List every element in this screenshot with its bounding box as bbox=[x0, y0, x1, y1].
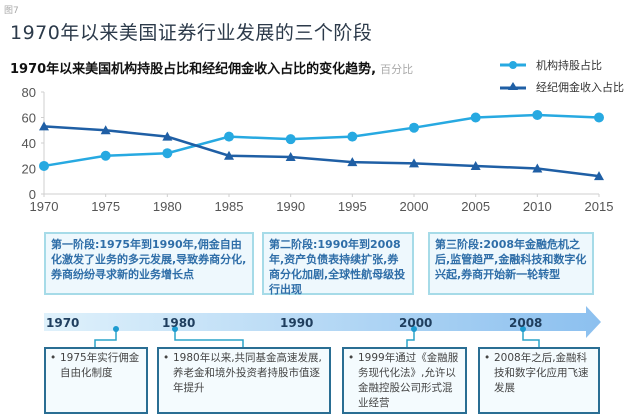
svg-text:20: 20 bbox=[22, 162, 36, 177]
timeline-year-2008: 2008 bbox=[509, 316, 543, 330]
legend-label: 经纪佣金收入占比 bbox=[536, 81, 624, 94]
timeline-year-1970: 1970 bbox=[46, 316, 80, 330]
chart-axes: 0 20 40 60 80 1970 1975 1980 1985 1990 1995 2000 200… bbox=[22, 85, 614, 214]
stage-box-2: 第二阶段:1990年到2008年,资产负债表持续扩张,券商分化加剧,全球性航母级… bbox=[262, 232, 414, 296]
svg-text:1985: 1985 bbox=[215, 199, 244, 214]
legend-label: 机构持股占比 bbox=[536, 59, 602, 72]
event-box-2008: 2008年之后,金融科技和数字化应用飞速发展 bbox=[478, 347, 600, 414]
svg-text:40: 40 bbox=[22, 136, 36, 151]
chart-subtitle: 1970年以来美国机构持股占比和经纪佣金收入占比的变化趋势, 百分比 bbox=[10, 58, 413, 77]
chart-subtitle-text: 1970年以来美国机构持股占比和经纪佣金收入占比的变化趋势, bbox=[10, 62, 377, 77]
svg-text:2010: 2010 bbox=[523, 199, 552, 214]
circle-marker-icon bbox=[500, 61, 526, 69]
stage-box-1: 第一阶段:1975年到1990年,佣金自由化激发了业务的多元发展,导致券商分化,… bbox=[44, 232, 254, 295]
chart-series bbox=[39, 109, 604, 181]
svg-text:2015: 2015 bbox=[585, 199, 614, 214]
event-box-1975: 1975年实行佣金自由化制度 bbox=[44, 347, 148, 414]
svg-text:1975: 1975 bbox=[91, 199, 120, 214]
line-chart: 0 20 40 60 80 1970 1975 1980 1985 1990 1995 2000 200… bbox=[22, 85, 614, 214]
legend-item-commission: 经纪佣金收入占比 bbox=[500, 79, 624, 95]
timeline-year-1980: 1980 bbox=[162, 316, 196, 330]
figure-label: 图7 bbox=[4, 6, 19, 16]
svg-text:2000: 2000 bbox=[400, 199, 429, 214]
svg-text:60: 60 bbox=[22, 111, 36, 126]
svg-text:80: 80 bbox=[22, 85, 36, 100]
page-title: 1970年以来美国证券行业发展的三个阶段 bbox=[10, 22, 373, 44]
svg-text:1970: 1970 bbox=[30, 199, 59, 214]
event-box-1999: 1999年通过《金融服务现代化法》,允许以金融控股公司形式混业经营 bbox=[342, 347, 467, 414]
svg-text:1990: 1990 bbox=[276, 199, 305, 214]
timeline-year-2000: 2000 bbox=[399, 316, 433, 330]
chart-unit: 百分比 bbox=[380, 63, 414, 76]
svg-text:0: 0 bbox=[29, 187, 36, 202]
stage-box-3: 第三阶段:2008年金融危机之后,监管趋严,金融科技和数字化兴起,券商开始新一轮… bbox=[428, 232, 594, 295]
triangle-marker-icon bbox=[500, 82, 526, 90]
svg-text:1995: 1995 bbox=[338, 199, 367, 214]
timeline-year-1990: 1990 bbox=[280, 316, 314, 330]
svg-text:1980: 1980 bbox=[153, 199, 182, 214]
event-box-1980: 1980年以来,共同基金高速发展,养老金和境外投资者持股市值逐年提升 bbox=[157, 347, 331, 414]
legend-item-institutional: 机构持股占比 bbox=[500, 57, 602, 73]
timeline-arrow bbox=[44, 306, 601, 347]
svg-text:2005: 2005 bbox=[461, 199, 490, 214]
